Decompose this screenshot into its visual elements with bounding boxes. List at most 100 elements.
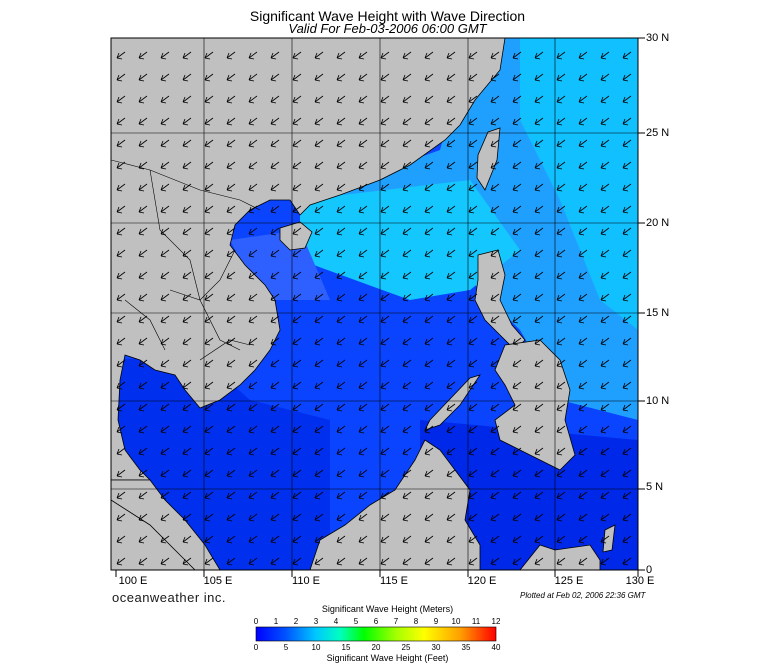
wave-arrow bbox=[160, 359, 170, 368]
wave-arrow bbox=[424, 227, 434, 236]
wave-arrow bbox=[248, 139, 258, 148]
wave-arrow bbox=[160, 271, 170, 280]
wave-arrow bbox=[314, 95, 324, 104]
wave-arrow bbox=[468, 293, 478, 302]
wave-arrow bbox=[292, 557, 302, 566]
wave-arrow bbox=[204, 491, 214, 500]
wave-arrow bbox=[512, 381, 522, 390]
wave-arrow bbox=[578, 469, 588, 478]
wave-arrow bbox=[138, 557, 148, 566]
wave-arrow bbox=[358, 491, 368, 500]
wave-arrow bbox=[138, 513, 148, 522]
wave-arrow bbox=[556, 491, 566, 500]
wave-arrow bbox=[402, 293, 412, 302]
wave-arrow bbox=[490, 139, 500, 148]
wave-arrow bbox=[468, 337, 478, 346]
wave-arrow bbox=[578, 227, 588, 236]
wave-arrow bbox=[248, 425, 258, 434]
wave-arrow bbox=[380, 447, 390, 456]
wave-arrow bbox=[490, 227, 500, 236]
colorbar-feet-tick: 35 bbox=[461, 643, 471, 652]
wave-arrow bbox=[534, 513, 544, 522]
wave-arrow bbox=[556, 535, 566, 544]
wave-arrow bbox=[248, 315, 258, 324]
wave-arrow bbox=[512, 205, 522, 214]
wave-arrow bbox=[226, 381, 236, 390]
lat-label-0: 0 bbox=[646, 564, 653, 576]
wave-arrow bbox=[248, 293, 258, 302]
wave-arrow bbox=[490, 535, 500, 544]
wave-arrow bbox=[402, 249, 412, 258]
wave-arrow bbox=[270, 381, 280, 390]
wave-arrow bbox=[512, 183, 522, 192]
wave-arrow bbox=[226, 403, 236, 412]
wave-arrow bbox=[248, 535, 258, 544]
wave-arrow bbox=[336, 513, 346, 522]
wave-arrow bbox=[116, 51, 126, 60]
wave-arrow bbox=[446, 249, 456, 258]
wave-arrow bbox=[402, 73, 412, 82]
wave-arrow bbox=[468, 557, 478, 566]
wave-arrow bbox=[622, 73, 632, 82]
wave-arrow bbox=[446, 359, 456, 368]
wave-arrow bbox=[622, 139, 632, 148]
wave-arrow bbox=[314, 51, 324, 60]
wave-arrow bbox=[138, 95, 148, 104]
wave-arrow bbox=[292, 381, 302, 390]
wave-arrow bbox=[622, 337, 632, 346]
wave-arrow bbox=[380, 293, 390, 302]
wave-arrow bbox=[622, 183, 632, 192]
wave-arrow bbox=[534, 293, 544, 302]
wave-arrow bbox=[424, 315, 434, 324]
wave-arrow bbox=[380, 51, 390, 60]
wave-arrow bbox=[600, 447, 610, 456]
map-frame bbox=[110, 37, 639, 571]
land-hainan bbox=[279, 221, 313, 251]
wave-arrow bbox=[160, 535, 170, 544]
wave-arrow bbox=[446, 139, 456, 148]
wave-arrow bbox=[600, 183, 610, 192]
wave-arrow bbox=[446, 425, 456, 434]
wave-arrow bbox=[358, 161, 368, 170]
wave-arrow bbox=[204, 205, 214, 214]
wave-arrow bbox=[490, 403, 500, 412]
wave-arrow bbox=[534, 271, 544, 280]
wave-arrow bbox=[358, 359, 368, 368]
wave-arrow bbox=[512, 249, 522, 258]
wave-arrow bbox=[534, 557, 544, 566]
wave-arrow bbox=[622, 491, 632, 500]
wave-arrow bbox=[600, 205, 610, 214]
wave-arrow bbox=[424, 469, 434, 478]
wave-arrow bbox=[292, 491, 302, 500]
wave-arrow bbox=[270, 469, 280, 478]
wave-arrow bbox=[204, 293, 214, 302]
wave-arrow bbox=[336, 249, 346, 258]
land-asia bbox=[111, 38, 506, 481]
wave-arrow bbox=[292, 183, 302, 192]
wave-arrow bbox=[226, 205, 236, 214]
wave-arrow bbox=[402, 95, 412, 104]
wave-arrow bbox=[248, 447, 258, 456]
wave-arrow bbox=[270, 161, 280, 170]
wave-arrow bbox=[424, 271, 434, 280]
wave-arrow bbox=[424, 51, 434, 60]
wave-arrow bbox=[490, 337, 500, 346]
wave-arrow bbox=[600, 381, 610, 390]
wave-arrow bbox=[446, 447, 456, 456]
wave-arrow bbox=[314, 73, 324, 82]
wave-arrow bbox=[380, 403, 390, 412]
wave-arrow bbox=[138, 205, 148, 214]
wave-arrow bbox=[204, 359, 214, 368]
wave-arrow bbox=[314, 227, 324, 236]
wave-arrow bbox=[556, 73, 566, 82]
wave-arrow bbox=[402, 315, 412, 324]
wave-arrow bbox=[600, 117, 610, 126]
wave-arrow bbox=[578, 381, 588, 390]
wave-arrow bbox=[556, 117, 566, 126]
lat-label-5n: 5 N bbox=[646, 481, 664, 493]
wave-arrow bbox=[270, 315, 280, 324]
wave-arrow bbox=[160, 139, 170, 148]
wave-arrow bbox=[138, 161, 148, 170]
wave-arrow bbox=[292, 227, 302, 236]
wave-arrow bbox=[314, 425, 324, 434]
